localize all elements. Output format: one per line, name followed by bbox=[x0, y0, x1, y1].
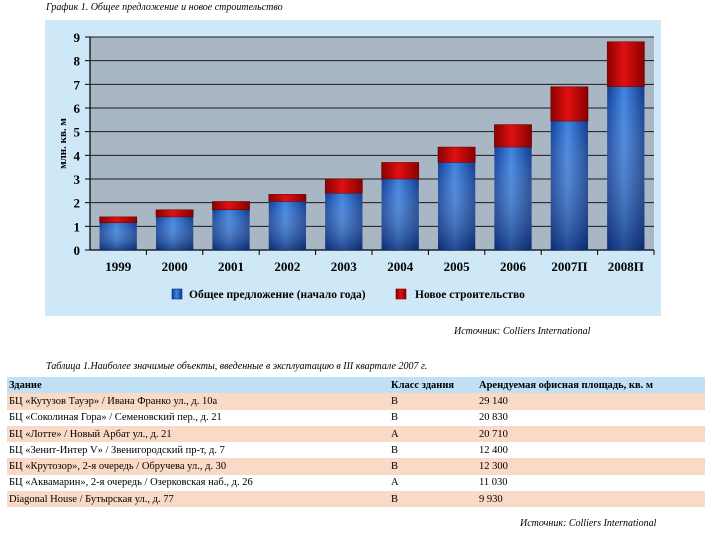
y-tick-label: 5 bbox=[74, 125, 81, 140]
cell-class: A bbox=[389, 474, 477, 492]
x-tick-label: 2006 bbox=[500, 259, 527, 274]
bar-new-construction-2007П bbox=[550, 86, 589, 122]
chart-source: Источник: Colliers International bbox=[454, 326, 591, 337]
cell-area: 20 710 bbox=[477, 425, 705, 443]
table-row: БЦ «Крутозор», 2-я очередь / Обручева ул… bbox=[7, 458, 705, 475]
cell-building: БЦ «Кутузов Тауэр» / Ивана Франко ул., д… bbox=[7, 393, 389, 410]
table-source: Источник: Colliers International bbox=[520, 518, 657, 529]
bar-new-construction-2000 bbox=[155, 209, 194, 218]
cell-building: БЦ «Крутозор», 2-я очередь / Обручева ул… bbox=[7, 458, 389, 475]
bar-total-supply-shade bbox=[155, 216, 194, 250]
bar-total-supply-shade bbox=[212, 209, 250, 250]
y-tick-label: 9 bbox=[74, 30, 81, 45]
cell-class: B bbox=[389, 442, 477, 459]
legend-swatch-total-supply bbox=[171, 288, 183, 300]
table-title: Таблица 1.Наиболее значимые объекты, вве… bbox=[46, 361, 428, 372]
bar-total-supply-shade bbox=[381, 179, 419, 250]
bar-new-construction-2004 bbox=[381, 162, 420, 180]
x-tick-label: 2005 bbox=[444, 259, 471, 274]
bar-total-supply-shade bbox=[325, 193, 363, 250]
legend-swatch-new-construction bbox=[395, 288, 407, 300]
bar-total-supply-shade bbox=[550, 121, 589, 251]
header-class: Класс здания bbox=[389, 377, 477, 394]
table-header-row: Здание Класс здания Арендуемая офисная п… bbox=[7, 377, 705, 394]
cell-building: Diagonal House / Бутырская ул., д. 77 bbox=[7, 491, 389, 508]
x-tick-label: 2007П bbox=[551, 259, 587, 274]
x-tick-label: 2004 bbox=[387, 259, 414, 274]
table-row: БЦ «Лотте» / Новый Арбат ул., д. 21 A 20… bbox=[7, 425, 705, 443]
table-row: БЦ «Аквамарин», 2-я очередь / Озерковска… bbox=[7, 474, 705, 492]
y-tick-label: 4 bbox=[74, 148, 81, 163]
y-tick-label: 7 bbox=[74, 77, 81, 92]
cell-area: 12 300 bbox=[477, 458, 705, 475]
bar-new-construction-2006 bbox=[494, 124, 532, 148]
table-row: БЦ «Кутузов Тауэр» / Ивана Франко ул., д… bbox=[7, 393, 705, 410]
cell-area: 29 140 bbox=[477, 393, 705, 410]
y-tick-label: 0 bbox=[74, 243, 81, 258]
x-tick-label: 2008П bbox=[608, 259, 644, 274]
y-axis-label: млн. кв. м bbox=[57, 118, 69, 169]
cell-area: 20 830 bbox=[477, 409, 705, 426]
x-tick-label: 2002 bbox=[274, 259, 300, 274]
cell-class: B bbox=[389, 393, 477, 410]
header-building: Здание bbox=[7, 377, 389, 394]
y-tick-label: 6 bbox=[74, 101, 81, 116]
cell-building: БЦ «Лотте» / Новый Арбат ул., д. 21 bbox=[7, 425, 389, 443]
legend-label-new-construction: Новое строительство bbox=[415, 289, 525, 301]
bar-new-construction-2005 bbox=[437, 146, 476, 163]
cell-class: A bbox=[389, 425, 477, 443]
cell-area: 9 930 bbox=[477, 491, 705, 508]
objects-table: Здание Класс здания Арендуемая офисная п… bbox=[7, 377, 705, 508]
bar-total-supply-shade bbox=[607, 86, 645, 250]
header-area: Арендуемая офисная площадь, кв. м bbox=[477, 377, 705, 394]
table-row: БЦ «Зенит-Интер V» / Звенигородский пр-т… bbox=[7, 442, 705, 459]
cell-building: БЦ «Соколиная Гора» / Семеновский пер., … bbox=[7, 409, 389, 426]
cell-building: БЦ «Зенит-Интер V» / Звенигородский пр-т… bbox=[7, 442, 389, 459]
y-tick-label: 2 bbox=[74, 196, 81, 211]
x-tick-label: 2003 bbox=[331, 259, 358, 274]
bar-new-construction-2003 bbox=[324, 178, 363, 194]
cell-class: B bbox=[389, 409, 477, 426]
cell-building: БЦ «Аквамарин», 2-я очередь / Озерковска… bbox=[7, 474, 389, 492]
cell-area: 12 400 bbox=[477, 442, 705, 459]
bar-total-supply-shade bbox=[437, 162, 476, 250]
cell-class: B bbox=[389, 458, 477, 475]
table-row: БЦ «Соколиная Гора» / Семеновский пер., … bbox=[7, 409, 705, 426]
x-tick-label: 2001 bbox=[218, 259, 244, 274]
chart-panel: 0 1 2 3 4 5 6 7 8 9 млн. кв. м 1999 2000 2001 2002 2003… bbox=[45, 20, 661, 316]
y-tick-label: 8 bbox=[74, 54, 81, 69]
y-tick-label: 1 bbox=[74, 219, 81, 234]
table-row: Diagonal House / Бутырская ул., д. 77 B … bbox=[7, 491, 705, 508]
bar-new-construction-2002 bbox=[268, 194, 307, 202]
chart-title: График 1. Общее предложение и новое стро… bbox=[46, 2, 283, 13]
bar-total-supply-shade bbox=[268, 201, 307, 250]
bar-total-supply-shade bbox=[494, 147, 532, 250]
bar-new-construction-2001 bbox=[212, 201, 250, 211]
x-tick-label: 2000 bbox=[162, 259, 188, 274]
x-tick-label: 1999 bbox=[105, 259, 132, 274]
stacked-bar-chart: 0 1 2 3 4 5 6 7 8 9 млн. кв. м 1999 2000 2001 2002 2003… bbox=[57, 30, 655, 301]
bar-total-supply-shade bbox=[99, 222, 137, 250]
y-tick-label: 3 bbox=[74, 172, 81, 187]
bar-new-construction-2008П bbox=[606, 41, 645, 87]
cell-area: 11 030 bbox=[477, 474, 705, 492]
bar-new-construction-1999 bbox=[99, 216, 138, 224]
legend-label-total-supply: Общее предложение (начало года) bbox=[189, 289, 366, 301]
cell-class: B bbox=[389, 491, 477, 508]
